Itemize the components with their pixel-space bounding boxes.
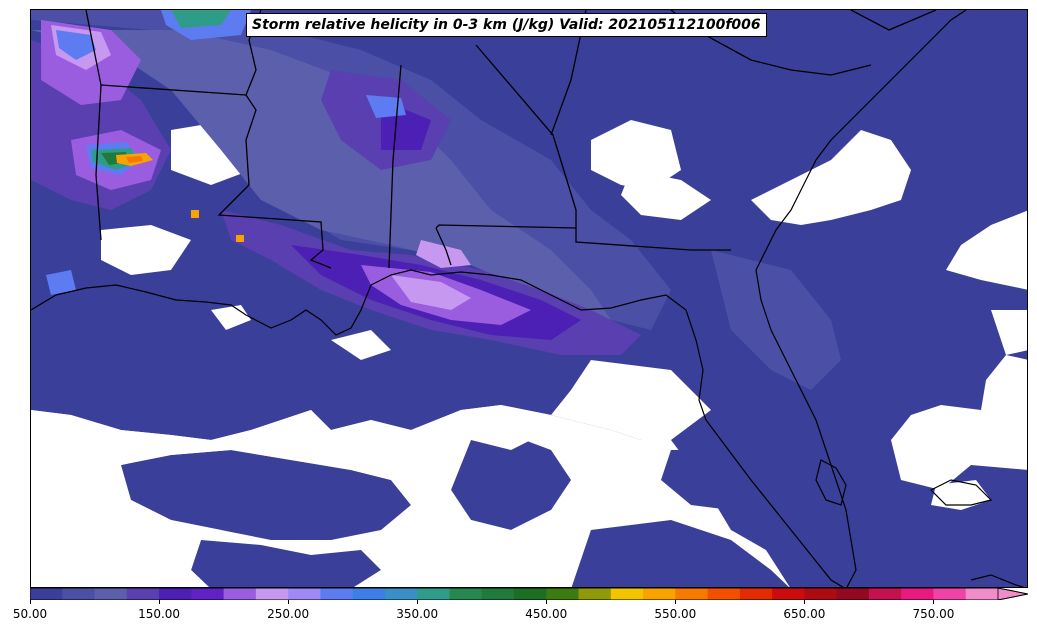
colorbar-tick-mark — [29, 600, 31, 604]
colorbar-segment — [449, 588, 483, 600]
colorbar-segment — [739, 588, 773, 600]
colorbar-segment — [481, 588, 515, 600]
colorbar-tick-label: 750.00 — [912, 607, 955, 621]
colorbar-segment — [30, 588, 63, 600]
colorbar-tick-mark — [416, 600, 418, 604]
colorbar-segment — [868, 588, 902, 600]
colorbar-extend-arrow — [997, 588, 1028, 600]
colorbar-segment — [965, 588, 999, 600]
helicity-level-100 — [31, 30, 611, 320]
colorbar-outline — [30, 588, 1028, 600]
colorbar-segment — [417, 588, 450, 600]
helicity-level-550 — [126, 156, 143, 163]
colorbar-segment — [804, 588, 838, 600]
colorbar-tick-mark — [803, 600, 805, 604]
colorbar-tick-label: 250.00 — [267, 607, 310, 621]
colorbar-segment — [288, 588, 321, 600]
colorbar-segment — [94, 588, 128, 600]
colorbar-segment — [643, 588, 676, 600]
colorbar-segment — [191, 588, 225, 600]
colorbar-tick-mark — [287, 600, 289, 604]
colorbar-segment — [546, 588, 580, 600]
colorbar-segment — [901, 588, 934, 600]
colorbar-tick-label: 50.00 — [12, 607, 48, 621]
colorbar-tick-mark — [674, 600, 676, 604]
colorbar-tick-mark — [545, 600, 547, 604]
colorbar-segment — [320, 588, 354, 600]
map-title: Storm relative helicity in 0-3 km (J/kg)… — [246, 13, 767, 37]
colorbar-segment — [62, 588, 96, 600]
colorbar-tick-label: 650.00 — [783, 607, 826, 621]
colorbar-segment — [610, 588, 644, 600]
colorbar-tick-label: 550.00 — [654, 607, 697, 621]
colorbar-segment — [707, 588, 741, 600]
colorbar-segment — [352, 588, 386, 600]
colorbar-segment — [772, 588, 805, 600]
colorbar-segment — [159, 588, 192, 600]
colorbar-segment — [384, 588, 418, 600]
colorbar-tick-label: 350.00 — [396, 607, 439, 621]
coastlines — [31, 10, 1025, 587]
colorbar-segment — [578, 588, 612, 600]
no-data-gaps — [31, 65, 1027, 587]
colorbar-segment — [836, 588, 870, 600]
colorbar-segment — [675, 588, 709, 600]
colorbar-segment — [255, 588, 289, 600]
helicity-contour-map — [31, 10, 1027, 587]
colorbar-tick-label: 450.00 — [525, 607, 568, 621]
map-panel — [30, 9, 1028, 588]
colorbar-tick-mark — [158, 600, 160, 604]
colorbar-segment — [126, 588, 160, 600]
colorbar-tick-label: 150.00 — [138, 607, 181, 621]
colorbar-tick-mark — [932, 600, 934, 604]
colorbar-segment — [223, 588, 257, 600]
colorbar-segment — [514, 588, 547, 600]
colorbar-segment — [933, 588, 967, 600]
colorbar — [30, 588, 1028, 600]
